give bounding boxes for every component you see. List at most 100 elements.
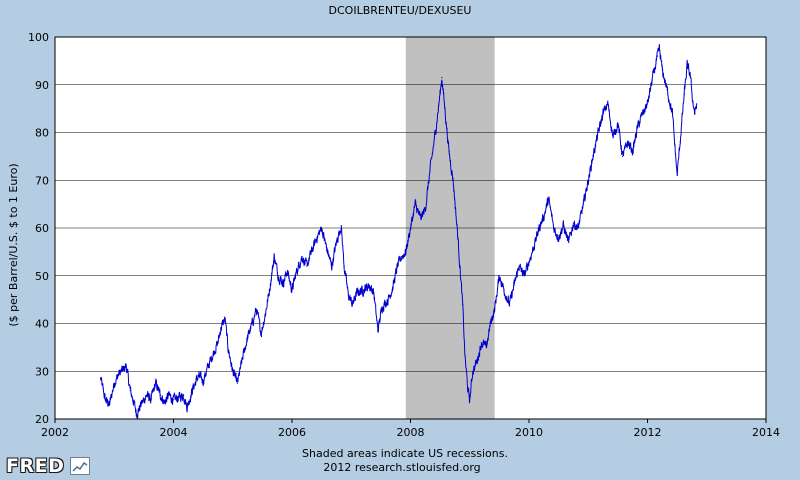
data-point xyxy=(168,394,170,396)
data-point xyxy=(646,103,649,105)
data-point xyxy=(513,284,515,286)
tick-layer: 20 30 40 50 60 70 80 90 100 2002 2004 2006 2008 2010 2… xyxy=(28,31,780,439)
data-point xyxy=(498,275,500,277)
data-point xyxy=(197,375,199,377)
data-point xyxy=(268,289,271,291)
data-point xyxy=(538,227,540,229)
y-tick-label: 40 xyxy=(35,318,49,331)
data-point xyxy=(321,227,323,229)
data-point xyxy=(164,401,166,403)
data-point xyxy=(683,93,685,95)
data-point xyxy=(251,322,253,325)
data-point xyxy=(481,342,483,344)
data-point xyxy=(125,364,127,366)
x-tick-label: 2012 xyxy=(634,426,662,439)
data-point xyxy=(523,275,525,277)
data-point xyxy=(217,342,219,344)
data-point xyxy=(192,387,194,389)
data-point xyxy=(485,346,487,348)
data-point xyxy=(494,308,496,310)
data-point xyxy=(224,318,226,320)
data-point xyxy=(208,363,210,365)
data-point xyxy=(146,394,148,396)
data-point xyxy=(622,155,624,157)
y-axis-label: ($ per Barrel/U.S. $ to 1 Euro) xyxy=(7,163,20,326)
data-point xyxy=(617,122,619,124)
x-tick-label: 2014 xyxy=(752,426,780,439)
data-point xyxy=(587,179,589,181)
data-point xyxy=(100,377,102,380)
data-point xyxy=(331,265,333,267)
data-point xyxy=(651,79,653,81)
data-point xyxy=(373,291,375,294)
data-point xyxy=(387,299,389,301)
data-point xyxy=(429,170,431,172)
data-point xyxy=(301,256,303,258)
data-point xyxy=(343,265,345,267)
data-point xyxy=(448,151,450,153)
data-point xyxy=(568,241,570,243)
data-point xyxy=(434,131,436,134)
data-point xyxy=(642,112,644,114)
data-point xyxy=(242,356,244,358)
data-point xyxy=(444,108,446,110)
data-point xyxy=(392,287,394,289)
data-point xyxy=(636,127,639,129)
data-point xyxy=(368,284,370,286)
data-point xyxy=(325,246,327,248)
y-tick-label: 100 xyxy=(28,31,49,44)
data-point xyxy=(129,389,131,391)
x-tick-label: 2002 xyxy=(41,426,69,439)
data-point xyxy=(679,141,681,143)
data-point xyxy=(381,306,383,308)
data-point xyxy=(405,251,407,253)
data-point xyxy=(696,103,698,105)
data-point xyxy=(627,141,629,143)
chart-title: DCOILBRENTEU/DEXUSEU xyxy=(329,4,472,17)
data-point xyxy=(686,65,688,67)
data-point xyxy=(296,270,298,272)
data-point xyxy=(572,222,575,224)
data-point xyxy=(227,346,229,348)
data-point xyxy=(202,380,204,382)
data-point xyxy=(518,265,520,267)
data-point xyxy=(547,198,550,200)
data-point xyxy=(306,265,308,267)
data-point xyxy=(264,313,266,315)
data-point xyxy=(689,74,691,76)
data-point xyxy=(602,112,604,114)
data-point xyxy=(362,289,364,291)
data-point xyxy=(452,179,454,181)
x-tick-label: 2008 xyxy=(397,426,425,439)
grid-layer xyxy=(55,36,766,420)
data-point xyxy=(396,265,399,267)
data-point xyxy=(347,294,349,296)
data-point xyxy=(220,327,222,329)
data-point xyxy=(472,370,474,372)
data-point xyxy=(692,103,694,105)
data-point xyxy=(489,322,492,325)
data-point xyxy=(414,203,416,205)
line-chart-icon xyxy=(70,457,90,475)
data-point xyxy=(464,356,466,358)
data-point xyxy=(282,282,284,284)
data-point xyxy=(441,76,443,79)
data-point xyxy=(104,399,106,401)
data-point xyxy=(377,330,379,332)
data-point xyxy=(177,396,179,399)
data-point xyxy=(457,236,459,239)
data-point xyxy=(273,256,275,258)
data-point xyxy=(592,155,594,157)
x-tick-label: 2006 xyxy=(278,426,306,439)
data-point xyxy=(577,227,579,229)
data-point xyxy=(232,370,234,372)
y-tick-label: 70 xyxy=(35,174,49,187)
x-tick-label: 2010 xyxy=(515,426,543,439)
data-point xyxy=(113,382,115,384)
data-point xyxy=(558,236,560,239)
data-point xyxy=(155,382,157,384)
data-point xyxy=(476,361,478,363)
data-point xyxy=(260,332,262,334)
fred-logo[interactable]: FRED xyxy=(6,455,90,477)
